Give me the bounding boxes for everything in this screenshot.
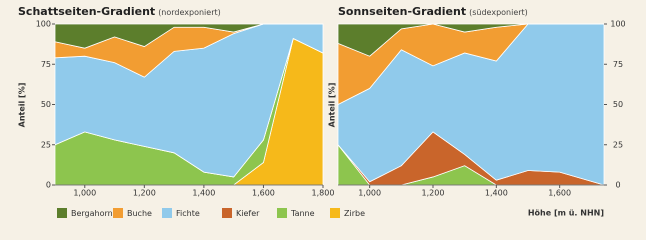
y-tick-label: 75: [41, 60, 51, 69]
legend-label: Zirbe: [344, 209, 365, 218]
legend-swatch: [162, 208, 172, 218]
x-tick-label: 1,800: [312, 189, 335, 198]
area: [337, 23, 604, 57]
y-tick-label: 50: [613, 100, 623, 109]
title-main: Sonnseiten-Gradient: [338, 5, 466, 18]
figure: 1,000 1,200 1,400 1,600 1,800 0 25 50 75 100 Schat…: [18, 5, 626, 218]
legend-label: Buche: [127, 209, 152, 218]
legend-swatch: [277, 208, 287, 218]
legend-label: Bergahorn: [71, 209, 113, 218]
x-tick-label: 1,200: [422, 189, 445, 198]
y-tick-label: 50: [41, 100, 51, 109]
chart-title: Schattseiten-Gradient (nordexponiert): [18, 5, 221, 18]
y-tick-label: 100: [36, 20, 51, 29]
chart-title: Sonnseiten-Gradient (südexponiert): [338, 5, 528, 18]
legend-swatch: [330, 208, 340, 218]
y-tick-label: 100: [610, 20, 625, 29]
x-tick-label: 1,600: [252, 189, 275, 198]
y-axis-label: Anteil [%]: [18, 83, 27, 128]
y-tick-label: 0: [46, 181, 51, 190]
legend-label: Fichte: [176, 209, 200, 218]
legend-swatch: [113, 208, 123, 218]
x-axis-label: Höhe [m ü. NHN]: [528, 209, 604, 218]
subtitle: (südexponiert): [469, 8, 528, 17]
x-tick-label: 1,400: [485, 189, 508, 198]
x-tick-label: 1,600: [548, 189, 571, 198]
legend-swatch: [57, 208, 67, 218]
legend-label: Tanne: [290, 209, 315, 218]
y-tick-label: 75: [613, 60, 623, 69]
y-axis-label: Anteil [%]: [328, 83, 337, 128]
subtitle: (nordexponiert): [158, 8, 221, 17]
y-tick-label: 0: [615, 181, 620, 190]
x-tick-label: 1,200: [133, 189, 156, 198]
y-tick-label: 25: [613, 140, 623, 149]
legend-label: Kiefer: [236, 209, 260, 218]
x-tick-label: 1,000: [358, 189, 381, 198]
x-tick-label: 1,400: [192, 189, 215, 198]
y-tick-label: 25: [41, 140, 51, 149]
legend-swatch: [222, 208, 232, 218]
x-tick-label: 1,000: [73, 189, 96, 198]
title-main: Schattseiten-Gradient: [18, 5, 155, 18]
area: [54, 23, 323, 49]
